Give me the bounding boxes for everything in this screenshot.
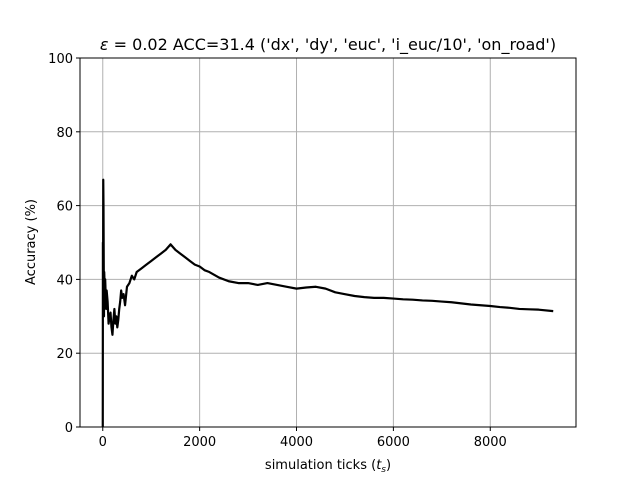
x-axis-label: simulation ticks (ts) [265, 458, 391, 475]
y-tick-label: 80 [56, 126, 73, 141]
x-tick-label: 0 [99, 435, 107, 450]
y-tick-label: 100 [48, 52, 73, 67]
x-tick-label: 8000 [474, 435, 507, 450]
y-tick-label: 60 [56, 200, 73, 215]
plot-frame [79, 57, 577, 428]
y-tick-label: 40 [56, 273, 73, 288]
accuracy-series-line [101, 178, 554, 428]
y-axis-label: Accuracy (%) [24, 199, 39, 285]
y-tick-label: 20 [56, 347, 73, 362]
chart-title: ε = 0.02 ACC=31.4 ('dx', 'dy', 'euc', 'i… [100, 35, 556, 55]
y-tick-label: 0 [65, 421, 73, 436]
x-tick-label: 6000 [377, 435, 410, 450]
series-layer [101, 178, 554, 428]
x-tick-label: 2000 [183, 435, 216, 450]
x-tick-label: 4000 [280, 435, 313, 450]
tick-layer: 0 2000 4000 6000 8000 0 20 40 60 80 100 [48, 52, 507, 450]
